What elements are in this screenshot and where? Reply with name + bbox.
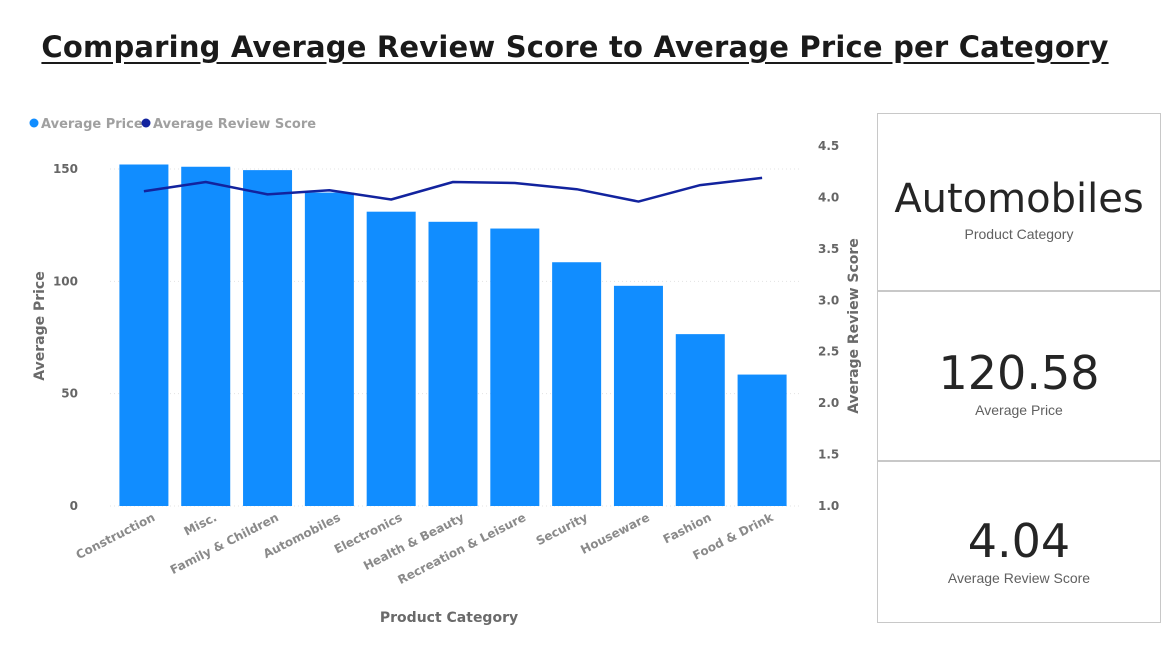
bar-security[interactable] (552, 262, 602, 506)
y-axis-title: Average Price (32, 271, 48, 380)
legend-score-label[interactable]: Average Review Score (153, 117, 316, 132)
legend-price-marker (29, 118, 39, 128)
y2-tick-label: 1.5 (818, 448, 839, 462)
bar-electronics[interactable] (366, 211, 416, 506)
review-score-polyline (143, 176, 763, 203)
x-tick-label: Family & Children (168, 510, 281, 577)
bar-family-children[interactable] (243, 170, 293, 506)
y2-tick-label: 4.0 (818, 190, 839, 204)
bar-food-drink[interactable] (737, 374, 787, 506)
y2-tick-label: 3.5 (818, 242, 839, 256)
bar-houseware[interactable] (613, 285, 663, 506)
category-card-label: Product Category (964, 226, 1074, 242)
x-tick-label: Misc. (182, 510, 219, 538)
x-tick-label: Houseware (578, 510, 652, 557)
bar-automobiles[interactable] (304, 192, 354, 506)
y2-tick-label: 2.5 (818, 345, 839, 359)
price-card: 120.58 Average Price (877, 291, 1161, 461)
score-card-label: Average Review Score (947, 570, 1091, 586)
review-score-line (143, 176, 763, 203)
legend-score-marker (141, 118, 151, 128)
bars (119, 164, 787, 507)
legend-price-label[interactable]: Average Price (41, 117, 143, 132)
y-tick-label: 50 (61, 387, 78, 401)
price-card-value: 120.58 (938, 346, 1100, 400)
y2-tick-label: 3.0 (818, 293, 839, 307)
score-card: 4.04 Average Review Score (877, 461, 1161, 623)
y2-axis-title: Average Review Score (846, 238, 862, 414)
bar-health-beauty[interactable] (428, 221, 478, 506)
y-tick-label: 150 (53, 162, 78, 176)
price-card-label: Average Price (975, 402, 1063, 418)
x-axis-title: Product Category (380, 610, 518, 626)
x-tick-label: Fashion (661, 510, 714, 546)
category-card: Automobiles Product Category (877, 113, 1161, 291)
bar-construction[interactable] (119, 164, 169, 507)
y2-tick-label: 2.0 (818, 396, 839, 410)
x-tick-label: Construction (74, 510, 158, 562)
category-card-value: Automobiles (894, 176, 1144, 222)
legend: Average Price Average Review Score (29, 117, 316, 132)
page-title: Comparing Average Review Score to Averag… (41, 30, 1109, 64)
bar-recreation-leisure[interactable] (490, 228, 540, 506)
y2-tick-label: 4.5 (818, 139, 839, 153)
bar-misc[interactable] (181, 166, 231, 506)
combo-chart: 0 50 100 150 1.0 1.5 2.0 2.5 3.0 3.5 4.0 4.5 Constru… (29, 117, 862, 626)
y-tick-label: 100 (53, 274, 78, 288)
score-card-value: 4.04 (967, 514, 1071, 568)
y-tick-label: 0 (70, 499, 78, 513)
y2-tick-label: 1.0 (818, 499, 839, 513)
x-tick-label: Health & Beauty (361, 510, 466, 573)
bar-fashion[interactable] (675, 334, 725, 506)
